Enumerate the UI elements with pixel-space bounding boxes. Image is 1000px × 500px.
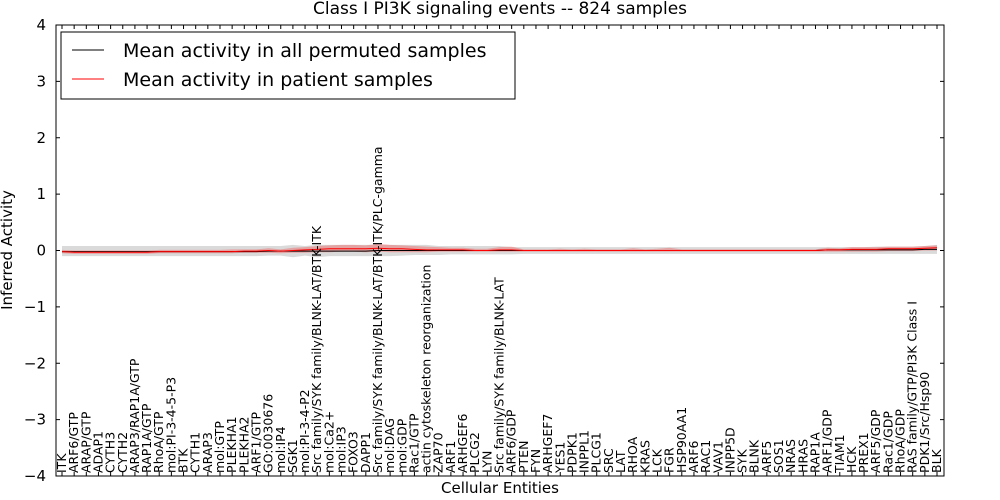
x-tick-label: FGR: [662, 447, 677, 473]
chart-title: Class I PI3K signaling events -- 824 sam…: [313, 0, 687, 19]
x-tick-label: ADAP1: [91, 431, 106, 473]
x-tick-label: mol:GTP: [212, 421, 227, 473]
x-tick-label: mol:DAG: [382, 418, 397, 473]
x-tick-label: PREX1: [856, 432, 871, 473]
x-tick-label: LAT: [613, 450, 628, 473]
x-tick-label: RhoA/GTP: [151, 411, 166, 473]
x-tick-label: Rac1/GTP: [406, 413, 421, 473]
x-tick-label: CYTH1: [188, 432, 203, 473]
x-tick-label: Src family/SYK family/BLNK-LAT/BTK-ITK: [309, 225, 324, 473]
x-tick-label: ARHGEF6: [455, 414, 470, 473]
x-tick-label: ARAP/GTP: [78, 411, 93, 473]
x-tick-label: ARF1/GTP: [248, 411, 263, 472]
legend-label-patient: Mean activity in patient samples: [123, 69, 433, 91]
x-tick-label: CYTH3: [103, 432, 118, 473]
x-tick-label: RHOA: [625, 436, 640, 473]
x-tick-label: FYN: [528, 449, 543, 473]
x-tick-label: actin cytoskeleton reorganization: [419, 265, 434, 474]
x-tick-label: ARF6/GDP: [504, 409, 519, 473]
x-tick-label: mol:PI-3-4-P2: [297, 389, 312, 473]
x-tick-label: PDK1/Src/Hsp90: [917, 372, 932, 473]
y-tick-label: 1: [36, 185, 46, 203]
series-line-1: [61, 247, 938, 253]
y-tick-label: 4: [36, 16, 46, 34]
x-tick-label: SOS1: [771, 439, 786, 473]
x-tick-label: KRAS: [637, 440, 652, 473]
x-tick-label: BLK: [929, 448, 944, 473]
x-tick-label: mol:Ca2+: [321, 411, 336, 473]
x-axis-label: Cellular Entities: [441, 479, 559, 497]
x-tick-label: PLEKHA2: [236, 416, 251, 473]
y-tick-label: −1: [24, 298, 46, 316]
x-tick-label: Src family/SYK family/BLNK-LAT/BTK-ITK/P…: [370, 146, 385, 473]
series-lines: [61, 247, 938, 253]
y-tick-label: −2: [24, 354, 46, 372]
x-tick-label: Src family/SYK family/BLNK-LAT: [492, 277, 507, 473]
x-tick-label: TIAM1: [832, 434, 847, 474]
x-tick-label: ARF1/GDP: [820, 409, 835, 473]
x-tick-label: PLCG2: [467, 432, 482, 473]
x-tick-label: DAPP1: [358, 432, 373, 473]
y-axis-label: Inferred Activity: [0, 190, 16, 310]
x-tick-label: RAP1A: [808, 432, 823, 473]
x-tick-label: RAC1: [698, 440, 713, 473]
x-tick-label: mol:IP3: [334, 426, 349, 473]
x-tick-label: ARF5: [759, 441, 774, 473]
x-tick-label: RAP1A/GTP: [139, 403, 154, 473]
x-tick-label: SYK: [735, 448, 750, 473]
y-tick-label: −3: [24, 411, 46, 429]
y-tick-label: 2: [36, 129, 46, 147]
x-tick-label: ARF1: [443, 441, 458, 473]
x-tick-label: BLNK: [747, 439, 762, 473]
legend-box: [60, 31, 516, 100]
x-tick-label: ARF5/GDP: [868, 409, 883, 473]
x-tick-label: SGK1: [285, 439, 300, 473]
x-tick-label: HSP90AA1: [674, 407, 689, 473]
x-tick-label: INPPL1: [577, 430, 592, 473]
x-tick-label: NRAS: [783, 439, 798, 473]
x-tick-label: PLEKHA1: [224, 416, 239, 473]
x-tick-label: FOXO3: [346, 431, 361, 473]
legend-label-permuted: Mean activity in all permuted samples: [123, 40, 486, 62]
x-tick-label: VAV1: [710, 441, 725, 473]
x-tick-label: CYTH2: [115, 432, 130, 473]
x-tick-label: ARF6: [686, 441, 701, 473]
x-tick-label: PDPK1: [564, 432, 579, 473]
x-tick-label: RAS family/GTP/PI3K Class I: [905, 301, 920, 473]
x-tick-label: LCK: [650, 448, 665, 473]
x-tick-label: mol:PI-3-4-5-P3: [163, 377, 178, 473]
x-tick-label: ITK: [54, 453, 69, 473]
band-0: [62, 244, 937, 258]
x-tick-label: ARAP3/RAP1A/GTP: [127, 358, 142, 473]
x-tick-label: ZAP70: [431, 432, 446, 473]
x-tick-label: YES1: [552, 442, 567, 474]
x-tick-labels: ITKARF6/GTPARAP/GTPADAP1CYTH3CYTH2ARAP3/…: [54, 146, 944, 474]
x-tick-label: Rac1/GDP: [880, 411, 895, 473]
x-tick-label: mol:IP4: [273, 426, 288, 473]
x-tick-label: PLCG1: [589, 432, 604, 473]
x-tick-label: INPP5D: [722, 427, 737, 473]
y-axis: 4 3 2 1 0 −1 −2 −3 −4: [24, 16, 944, 485]
x-tick-label: ARHGEF7: [540, 414, 555, 473]
y-tick-label: 3: [36, 72, 46, 90]
x-tick-label: BTK: [176, 448, 191, 473]
y-tick-label: 0: [36, 242, 46, 260]
x-tick-label: SRC: [601, 448, 616, 473]
x-tick-label: LYN: [479, 451, 494, 473]
x-tick-label: GO:0030676: [261, 394, 276, 473]
x-tick-label: HCK: [844, 446, 859, 473]
x-axis: [61, 25, 938, 476]
legend: Mean activity in all permuted samples Me…: [60, 31, 516, 100]
x-tick-label: PTEN: [516, 441, 531, 473]
x-tick-label: ARF6/GTP: [66, 412, 81, 473]
x-tick-label: RhoA/GDP: [893, 409, 908, 473]
x-tick-label: mol:GDP: [394, 418, 409, 473]
x-tick-label: ARAP3: [200, 432, 215, 473]
y-tick-label: −4: [24, 467, 46, 485]
x-tick-label: HRAS: [795, 439, 810, 473]
